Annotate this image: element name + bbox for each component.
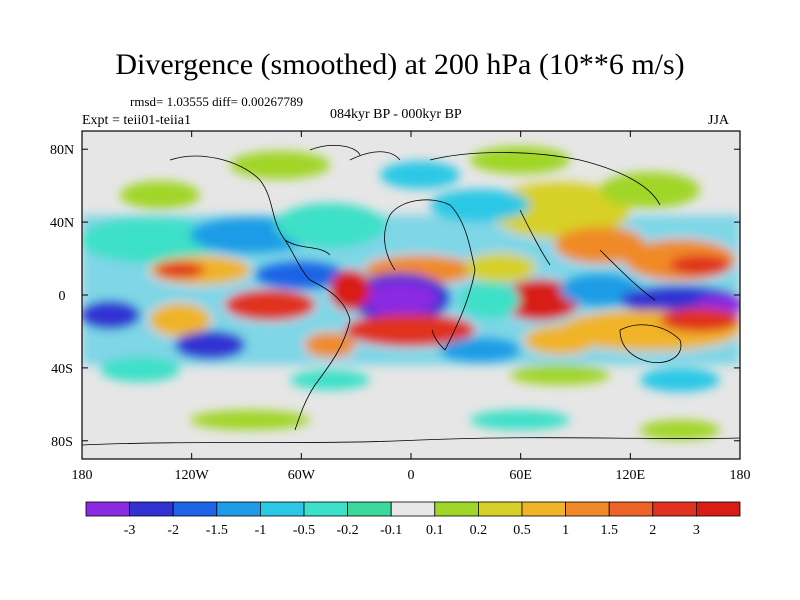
colorbar-label: 0.2 [470, 523, 488, 538]
lat-tick-label: 40S [51, 362, 73, 377]
colorbar-swatch [172, 501, 218, 517]
longitude-axis: 180 120W 60W 0 60E 120E 180 [72, 131, 751, 483]
lon-tick-label: 120E [616, 468, 646, 483]
colorbar-label: 1 [562, 523, 569, 538]
colorbar-label: -1 [255, 523, 267, 538]
lon-tick-label: 180 [730, 468, 751, 483]
experiment-label: Expt = teii01-teiia1 [82, 113, 191, 128]
colorbar-swatch [390, 501, 436, 517]
lon-tick-label: 180 [72, 468, 93, 483]
colorbar-swatch [216, 501, 261, 517]
colorbar-swatch [85, 501, 130, 517]
lat-tick-label: 40N [50, 216, 74, 231]
season-label: JJA [708, 113, 730, 128]
colorbar: -3 -2 -1.5 -1 -0.5 -0.2 -0.1 0.1 0.2 0.5 1 1.5 2 3 [85, 501, 741, 538]
colorbar-swatch [608, 501, 654, 517]
colorbar-swatch [347, 501, 392, 517]
colorbar-swatch [259, 501, 305, 517]
colorbar-label: -0.2 [337, 523, 359, 538]
colorbar-swatch [477, 501, 523, 517]
coastlines [82, 145, 740, 446]
colorbar-swatch [652, 501, 697, 517]
colorbar-label: 0.5 [513, 523, 531, 538]
colorbar-label: -0.5 [293, 523, 315, 538]
period-label: 084kyr BP - 000kyr BP [330, 107, 462, 122]
colorbar-label: -1.5 [206, 523, 228, 538]
lat-tick-label: 80S [51, 435, 73, 450]
colorbar-swatch [434, 501, 479, 517]
colorbar-swatch [696, 501, 741, 517]
lon-tick-label: 60E [509, 468, 532, 483]
colorbar-label: 3 [693, 523, 700, 538]
colorbar-swatch [129, 501, 174, 517]
lon-tick-label: 0 [408, 468, 415, 483]
latitude-axis: 80N 40N 0 40S 80S [50, 143, 740, 450]
colorbar-label: -0.1 [380, 523, 402, 538]
lat-tick-label: 0 [59, 289, 66, 304]
colorbar-swatch [303, 501, 348, 517]
stats-text: rmsd= 1.03555 diff= 0.00267789 [130, 94, 303, 109]
lon-tick-label: 120W [175, 468, 210, 483]
colorbar-label: -2 [167, 523, 179, 538]
map-title: Divergence (smoothed) at 200 hPa (10**6 … [115, 48, 685, 81]
colorbar-swatch [565, 501, 610, 517]
colorbar-label: 0.1 [426, 523, 444, 538]
colorbar-swatch [521, 501, 566, 517]
lon-tick-label: 60W [288, 468, 316, 483]
divergence-field [82, 131, 740, 459]
lat-tick-label: 80N [50, 143, 74, 158]
colorbar-label: 2 [649, 523, 656, 538]
colorbar-label: 1.5 [600, 523, 618, 538]
colorbar-label: -3 [124, 523, 136, 538]
